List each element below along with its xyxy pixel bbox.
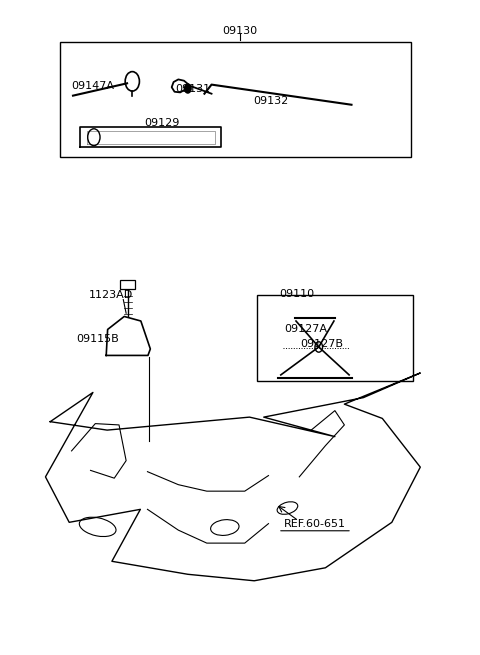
Bar <box>60 42 411 157</box>
Text: 09132: 09132 <box>253 96 288 107</box>
Text: 09129: 09129 <box>144 118 180 128</box>
Circle shape <box>184 84 191 93</box>
Text: 09130: 09130 <box>222 26 258 36</box>
Text: 09127B: 09127B <box>300 339 343 348</box>
Text: 09147A: 09147A <box>72 81 114 91</box>
Text: 09115B: 09115B <box>76 333 119 343</box>
Text: REF.60-651: REF.60-651 <box>284 519 346 529</box>
Bar <box>257 295 413 381</box>
Text: 1123AD: 1123AD <box>89 290 133 300</box>
Text: 09131: 09131 <box>175 83 210 94</box>
Bar <box>120 280 135 290</box>
Text: 09110: 09110 <box>279 289 314 299</box>
Text: 09127A: 09127A <box>284 324 327 335</box>
